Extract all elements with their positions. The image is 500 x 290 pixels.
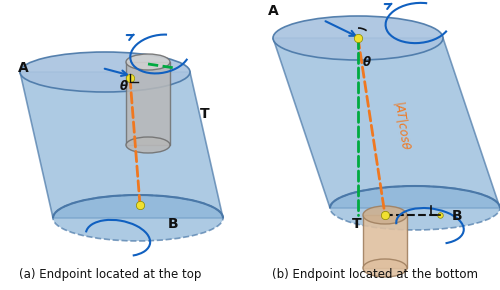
Text: |AT|cosθ: |AT|cosθ <box>392 101 411 152</box>
Ellipse shape <box>126 54 170 70</box>
Text: (b) Endpoint located at the bottom: (b) Endpoint located at the bottom <box>272 268 478 281</box>
Ellipse shape <box>53 195 223 241</box>
Polygon shape <box>20 72 223 218</box>
Ellipse shape <box>330 186 500 230</box>
Text: T: T <box>352 217 362 231</box>
Polygon shape <box>126 62 170 145</box>
Ellipse shape <box>273 16 443 60</box>
Text: B: B <box>452 209 462 223</box>
Text: A: A <box>268 4 279 18</box>
Text: B: B <box>168 217 178 231</box>
Polygon shape <box>363 215 407 268</box>
Text: T: T <box>200 107 209 121</box>
Text: θ: θ <box>363 56 371 69</box>
Polygon shape <box>273 38 500 208</box>
Ellipse shape <box>363 206 407 224</box>
Ellipse shape <box>20 52 190 92</box>
Text: (a) Endpoint located at the top: (a) Endpoint located at the top <box>19 268 201 281</box>
Text: A: A <box>18 61 29 75</box>
Ellipse shape <box>363 259 407 277</box>
Ellipse shape <box>126 137 170 153</box>
Text: θ: θ <box>120 80 128 93</box>
